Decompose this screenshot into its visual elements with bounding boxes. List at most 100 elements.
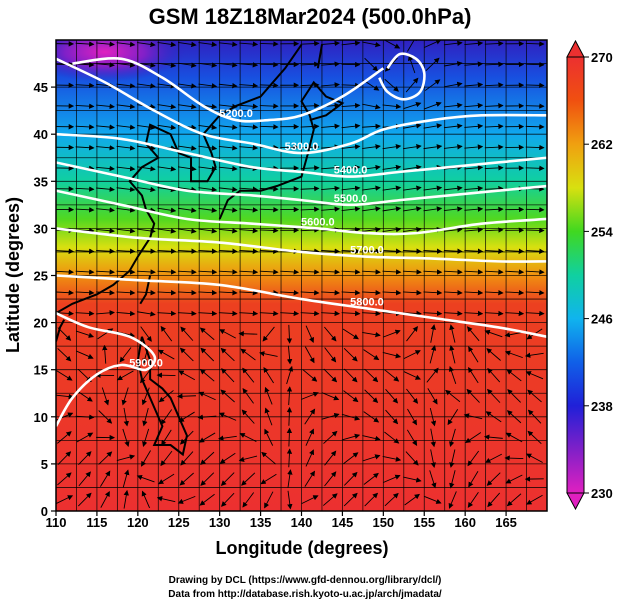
- wind-arrow: [75, 269, 95, 275]
- wind-arrow: [505, 248, 525, 254]
- wind-arrow: [177, 269, 197, 275]
- wind-arrow: [484, 227, 504, 233]
- wind-arrow: [218, 186, 238, 193]
- wind-arrow: [218, 165, 238, 172]
- wind-arrow: [423, 185, 443, 191]
- wind-arrow: [75, 310, 95, 317]
- wind-arrow: [382, 103, 402, 110]
- wind-arrow: [240, 348, 256, 361]
- x-tick-label: 110: [46, 515, 67, 530]
- wind-arrow: [527, 389, 542, 403]
- wind-arrow: [96, 228, 115, 234]
- wind-arrow: [300, 310, 320, 317]
- wind-arrow: [343, 452, 359, 465]
- wind-arrow: [507, 389, 521, 403]
- wind-arrow: [324, 347, 337, 363]
- wind-arrow: [463, 413, 483, 420]
- wind-arrow: [525, 310, 545, 317]
- wind-arrow: [362, 206, 381, 212]
- wind-arrow: [321, 40, 341, 47]
- wind-arrow: [464, 290, 484, 296]
- colorbar-tick-label: 254: [591, 224, 613, 239]
- wind-arrow: [466, 388, 480, 403]
- wind-arrow: [239, 145, 259, 151]
- wind-arrow: [362, 310, 381, 317]
- wind-arrow: [177, 103, 197, 110]
- y-tick-label: 10: [34, 410, 48, 425]
- wind-arrow: [402, 248, 422, 254]
- wind-arrow: [286, 345, 293, 365]
- height-contours: 5200.0 5300.0 5400.0 5500.0 5600.0 5700.0 5800…: [56, 52, 547, 427]
- wind-arrow: [464, 82, 484, 88]
- wind-arrow: [362, 144, 381, 150]
- wind-arrow: [468, 367, 479, 384]
- wind-arrow: [423, 495, 442, 504]
- wind-arrow: [448, 365, 457, 385]
- wind-arrow: [341, 144, 361, 150]
- wind-arrow: [100, 470, 111, 487]
- wind-arrow: [464, 248, 484, 254]
- wind-arrow: [324, 450, 337, 466]
- wind-arrow: [160, 450, 173, 467]
- wind-arrow: [443, 206, 463, 212]
- wind-arrow: [197, 414, 217, 420]
- wind-arrow: [157, 269, 177, 275]
- wind-arrow: [221, 368, 235, 383]
- wind-arrow: [239, 62, 259, 68]
- wind-arrow: [178, 411, 195, 423]
- wind-arrow: [505, 432, 523, 443]
- wind-arrow: [259, 124, 279, 130]
- wind-arrow: [484, 310, 504, 317]
- wind-arrow: [505, 290, 525, 296]
- wind-arrow: [239, 269, 259, 275]
- wind-arrow: [449, 470, 456, 489]
- wind-arrow: [443, 185, 463, 191]
- wind-arrow: [506, 369, 522, 382]
- wind-arrow: [220, 389, 235, 403]
- wind-arrow: [426, 367, 439, 383]
- footer-credit-data: Data from http://database.rish.kyoto-u.a…: [168, 589, 442, 600]
- wind-arrow: [526, 494, 543, 505]
- wind-arrow: [157, 41, 177, 48]
- wind-arrow: [198, 186, 218, 193]
- wind-arrow: [429, 407, 437, 427]
- wind-arrow: [239, 186, 259, 192]
- wind-arrow: [239, 310, 259, 317]
- wind-arrow: [403, 371, 421, 380]
- wind-arrow: [57, 472, 72, 486]
- wind-arrow: [443, 269, 463, 275]
- wind-arrow: [449, 428, 456, 448]
- wind-arrow: [505, 269, 525, 275]
- wind-arrow: [177, 228, 197, 234]
- wind-arrow: [96, 124, 115, 130]
- wind-arrow: [321, 290, 341, 296]
- wind-arrow: [137, 145, 156, 151]
- wind-arrow: [467, 326, 480, 342]
- wind-arrow: [142, 428, 150, 447]
- wind-arrow: [116, 370, 134, 381]
- wind-arrow: [77, 492, 92, 507]
- wind-arrow: [443, 310, 463, 317]
- wind-arrow: [157, 248, 177, 254]
- wind-arrow: [218, 145, 238, 151]
- wind-arrow: [448, 491, 457, 509]
- wind-arrow: [157, 310, 177, 317]
- wind-arrow: [487, 388, 501, 403]
- wind-arrow: [157, 103, 177, 110]
- wind-arrow: [384, 492, 399, 507]
- wind-arrow: [525, 248, 545, 254]
- wind-arrow: [341, 82, 361, 89]
- wind-arrow: [219, 452, 236, 464]
- wind-arrow: [264, 428, 274, 446]
- wind-arrow: [341, 206, 361, 212]
- contour-5800: [56, 274, 547, 339]
- wind-arrow: [425, 57, 440, 72]
- wind-arrow: [116, 145, 136, 151]
- wind-arrow: [382, 144, 402, 150]
- wind-arrow: [198, 228, 218, 234]
- wind-arrow: [383, 40, 401, 49]
- contour-5400: [56, 132, 547, 178]
- footer-credit-drawing: Drawing by DCL (https://www.gfd-dennou.o…: [169, 575, 442, 586]
- wind-arrow: [465, 432, 482, 444]
- wind-arrow: [259, 248, 279, 254]
